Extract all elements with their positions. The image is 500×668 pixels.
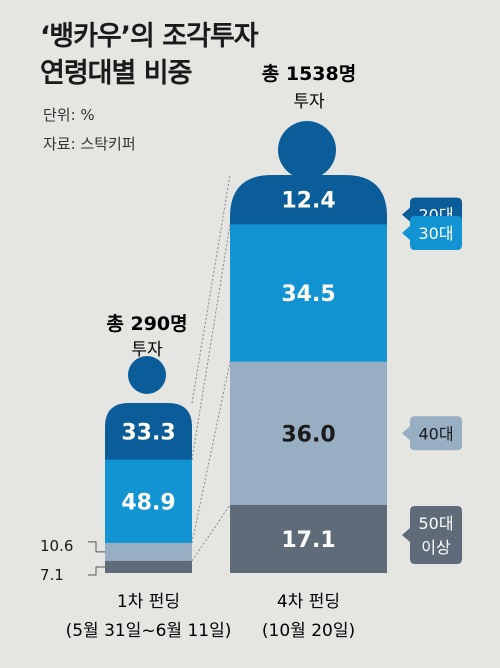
bar-1-value-label-3: 10.6 (40, 537, 73, 555)
category-date-1: (5월 31일~6월 11일) (66, 621, 232, 641)
bar-1-value-label-4: 7.1 (40, 566, 64, 584)
legend-tag-40s-text-1: 40대 (418, 424, 453, 443)
legend-tag-50s-text-2: 이상 (421, 538, 451, 557)
legend-tag-30s (402, 216, 462, 251)
category-label-2: 4차 펀딩 (277, 592, 340, 612)
legend-tag-50s (402, 505, 462, 564)
total-label-2: 총 1538명 (262, 63, 356, 85)
person-2-head (278, 121, 336, 179)
unit-label: 단위: % (43, 106, 95, 124)
legend-tag-40s (402, 416, 462, 451)
bar-1-segment-2 (105, 459, 192, 544)
legend-tag-30s-text-1: 30대 (418, 224, 453, 243)
bar-1-value-label-1: 33.3 (121, 420, 175, 445)
connector-line-2 (191, 224, 231, 460)
bar-2-segment-4 (230, 504, 387, 573)
total-label-1: 총 290명 (106, 313, 187, 335)
legend-tag-50s-text-1: 50대 (418, 514, 453, 533)
source-label: 자료: 스탁키퍼 (43, 135, 136, 153)
bar-2-value-label-1: 12.4 (281, 189, 335, 214)
bar-2-segment-2 (230, 224, 387, 363)
title-line-1: ‘뱅카우’의 조각투자 (40, 21, 259, 52)
category-label-1: 1차 펀딩 (117, 592, 180, 612)
category-date-2: (10월 20일) (262, 621, 355, 641)
bar-2-value-label-2: 34.5 (281, 282, 335, 307)
bar-1-segment-4 (105, 560, 192, 573)
title-line-2: 연령대별 비중 (40, 58, 192, 89)
total-sub-label-2: 투자 (293, 92, 325, 112)
bar-1-leader-3 (88, 541, 105, 553)
person-1-head (128, 356, 166, 394)
bar-1-segment-3 (105, 542, 192, 562)
total-sub-label-1: 투자 (131, 340, 163, 360)
bar-1-leader-4 (88, 566, 105, 576)
bar-1-value-label-2: 48.9 (121, 490, 175, 515)
bar-2-value-label-3: 36.0 (281, 422, 335, 447)
bar-1-segment-1 (105, 403, 192, 461)
connector-line-3 (191, 361, 231, 543)
connector-line-1 (191, 174, 231, 404)
chart-title: ‘뱅카우’의 조각투자 연령대별 비중 (40, 18, 259, 92)
bar-2-value-label-4: 17.1 (281, 528, 335, 553)
bar-2-segment-1 (230, 175, 387, 225)
bar-2-segment-3 (230, 361, 387, 506)
connector-line-4 (191, 504, 231, 562)
